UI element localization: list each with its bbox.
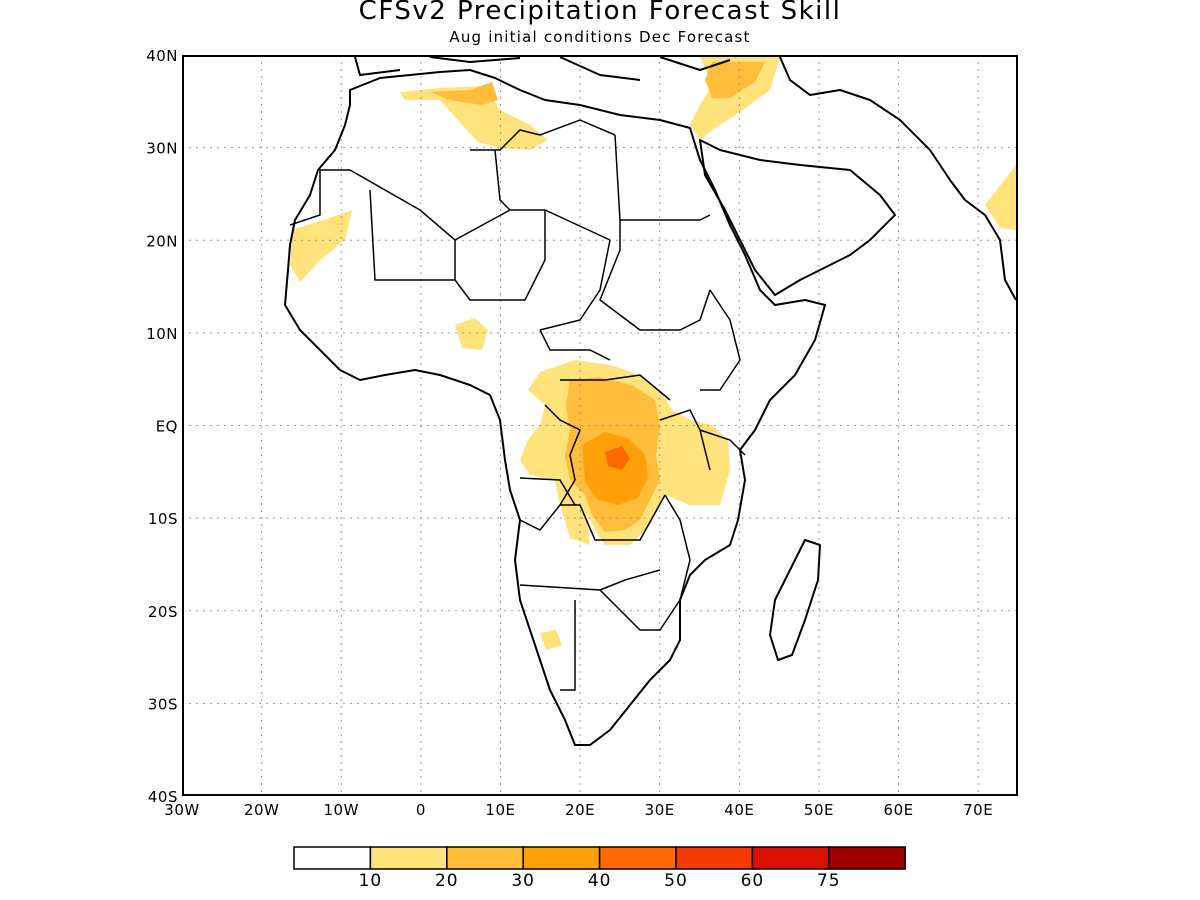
colorbar-label: 60	[740, 871, 765, 891]
lon-label: 10W	[324, 801, 359, 819]
lat-label: 10N	[146, 325, 178, 343]
lon-label: 30E	[645, 801, 675, 819]
lon-label: 10E	[485, 801, 515, 819]
skill-region-maghreb-mid	[430, 82, 498, 105]
coastlines	[284, 56, 1017, 746]
lat-label: 30N	[146, 140, 178, 158]
skill-region-westsahara	[290, 210, 352, 282]
lon-label: 40E	[724, 801, 754, 819]
skill-shading	[290, 57, 1016, 650]
colorbar-label: 50	[664, 871, 688, 891]
lat-label: 20S	[148, 603, 178, 621]
lon-label: 70E	[963, 801, 993, 819]
madagascar-coastline	[769, 539, 821, 661]
skill-region-india	[985, 165, 1016, 230]
lat-label: 40N	[146, 47, 178, 65]
chart-subtitle: Aug initial conditions Dec Forecast	[449, 28, 751, 46]
latitude-labels: 40N 30N 20N 10N EQ 10S 20S 30S 40S	[146, 47, 178, 806]
graticule	[182, 55, 1018, 796]
lon-label: 50E	[804, 801, 834, 819]
arabia-coastline	[699, 139, 896, 296]
africa-coastline	[284, 69, 826, 746]
lon-label: 20E	[565, 801, 595, 819]
lat-label: EQ	[156, 418, 178, 436]
map-frame	[182, 55, 1018, 796]
europe-coastline	[354, 56, 871, 101]
lat-label: 10S	[148, 510, 178, 528]
longitude-labels: 30W 20W 10W 0 10E 20E 30E 40E 50E 60E 70E	[164, 801, 993, 819]
lon-label: 60E	[884, 801, 914, 819]
lat-label: 40S	[148, 788, 178, 806]
asia-coastline	[869, 99, 1017, 301]
skill-region-maghreb	[400, 86, 548, 150]
lat-label: 30S	[148, 695, 178, 713]
colorbar-label: 10	[358, 871, 383, 891]
colorbar-label: 75	[816, 871, 841, 891]
lon-label: 20W	[244, 801, 279, 819]
country-borders	[289, 119, 746, 691]
chart-title: CFSv2 Precipitation Forecast Skill	[358, 0, 842, 26]
skill-region-congo-peak	[605, 446, 630, 470]
border-lines	[289, 119, 746, 691]
lon-label: 0	[416, 801, 426, 819]
colorbar-label: 40	[587, 871, 612, 891]
skill-region-nigeria	[455, 318, 488, 350]
skill-region-levant-mid	[705, 62, 765, 98]
lat-label: 20N	[146, 232, 178, 250]
colorbar-label: 30	[511, 871, 536, 891]
lon-label: 30W	[164, 801, 199, 819]
skill-region-namibia	[540, 630, 562, 650]
colorbar-label: 20	[434, 871, 459, 891]
skill-region-congo-high	[582, 432, 648, 505]
